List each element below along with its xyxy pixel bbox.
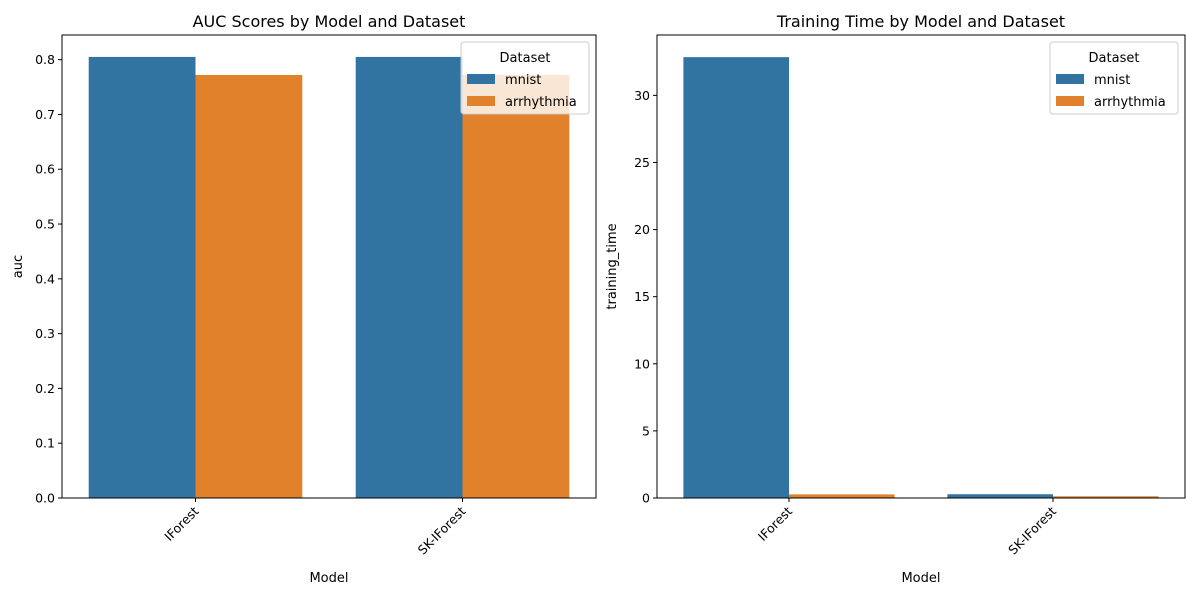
legend-swatch-mnist — [467, 74, 495, 84]
training-time-chart-panel: Training Time by Model and Dataset Model… — [605, 12, 1186, 586]
legend-label-arrhythmia: arrhythmia — [505, 95, 577, 110]
y-tick-label: 5 — [642, 423, 650, 438]
y-axis-label: auc — [11, 255, 26, 278]
x-axis-label: Model — [901, 571, 940, 586]
x-tick-label: SK-IForest — [415, 503, 469, 557]
bar-mnist-sk-iforest — [947, 494, 1053, 498]
y-tick-label: 0.3 — [35, 326, 55, 341]
bar-arrhythmia-iforest — [789, 494, 895, 498]
y-tick-label: 0 — [642, 491, 650, 506]
y-tick-label: 0.8 — [35, 52, 55, 67]
y-tick-label: 0.0 — [35, 491, 55, 506]
y-tick-label: 30 — [634, 88, 650, 103]
legend-title: Dataset — [1089, 51, 1140, 66]
bar-mnist-iforest — [88, 56, 196, 499]
legend-title: Dataset — [500, 51, 551, 66]
legend-label-mnist: mnist — [1094, 73, 1130, 88]
bar-mnist-iforest — [683, 57, 789, 498]
x-tick-label: SK-IForest — [1005, 503, 1059, 557]
y-tick-label: 20 — [634, 222, 650, 237]
y-axis-label: training_time — [605, 223, 620, 309]
chart-title: Training Time by Model and Dataset — [776, 12, 1065, 31]
legend: Dataset mnist arrhythmia — [460, 41, 590, 115]
y-tick-label: 0.2 — [35, 381, 55, 396]
bar-mnist-sk-iforest — [355, 56, 463, 499]
plot-frame — [61, 34, 597, 499]
y-tick-label: 25 — [634, 155, 650, 170]
legend-swatch-mnist — [1056, 74, 1084, 84]
bar-arrhythmia-sk-iforest — [1053, 496, 1159, 498]
chart-title: AUC Scores by Model and Dataset — [193, 12, 466, 31]
y-tick-label: 0.5 — [35, 217, 55, 232]
legend: Dataset mnist arrhythmia — [1049, 41, 1179, 115]
x-axis-label: Model — [309, 571, 348, 586]
legend-label-arrhythmia: arrhythmia — [1094, 95, 1166, 110]
legend-label-mnist: mnist — [505, 73, 541, 88]
auc-chart-panel: AUC Scores by Model and Dataset Model au… — [11, 12, 597, 586]
y-tick-label: 0.7 — [35, 107, 55, 122]
bar-arrhythmia-sk-iforest — [462, 75, 570, 498]
legend-swatch-arrhythmia — [467, 96, 495, 106]
y-tick-label: 0.4 — [35, 271, 55, 286]
y-tick-label: 0.6 — [35, 162, 55, 177]
y-tick-label: 10 — [634, 356, 650, 371]
y-tick-label: 15 — [634, 289, 650, 304]
plot-frame — [656, 34, 1186, 499]
bar-arrhythmia-iforest — [195, 75, 303, 498]
x-tick-label: IForest — [161, 503, 201, 543]
x-tick-label: IForest — [755, 503, 795, 543]
y-tick-label: 0.1 — [35, 436, 55, 451]
legend-swatch-arrhythmia — [1056, 96, 1084, 106]
